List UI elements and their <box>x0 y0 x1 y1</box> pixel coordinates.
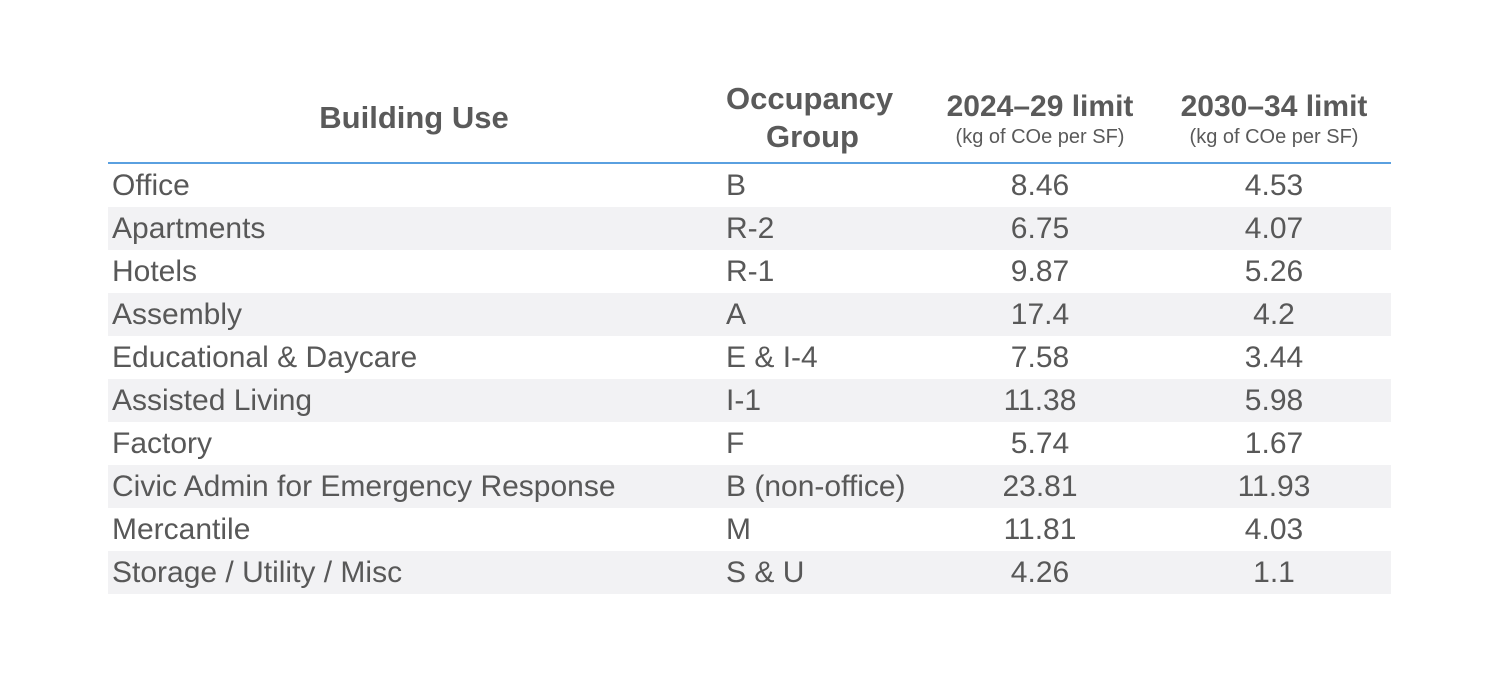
cell-limit-2024: 11.38 <box>923 379 1157 422</box>
emissions-limits-table: Building Use Occupancy Group 2024–29 lim… <box>108 74 1391 594</box>
table-header: Building Use Occupancy Group 2024–29 lim… <box>108 74 1391 164</box>
cell-building-use: Mercantile <box>112 512 251 546</box>
header-limit-2024-unit: (kg of COe per SF) <box>955 126 1125 148</box>
cell-occupancy-group: B <box>726 168 747 202</box>
cell-limit-2030: 5.26 <box>1244 254 1304 288</box>
table-body: Office B 8.46 4.53 Apartments R-2 6.75 4… <box>108 163 1391 594</box>
cell-limit-2024: 9.87 <box>1010 254 1070 288</box>
table-row: Assisted Living I-1 11.38 5.98 <box>108 379 1391 422</box>
header-limit-2030: 2030–34 limit (kg of COe per SF) <box>1157 74 1391 164</box>
cell-limit-2030: 4.2 <box>1157 293 1391 336</box>
cell-limit-2030: 4.53 <box>1244 168 1304 202</box>
header-limit-2024: 2024–29 limit (kg of COe per SF) <box>923 74 1157 164</box>
table-row: Factory F 5.74 1.67 <box>108 422 1391 465</box>
cell-occupancy-group: R-2 <box>720 207 923 250</box>
table-row: Hotels R-1 9.87 5.26 <box>108 250 1391 293</box>
cell-limit-2030: 1.67 <box>1244 426 1304 460</box>
cell-limit-2024: 5.74 <box>1010 426 1070 460</box>
header-limit-2024-label: 2024–29 limit <box>946 90 1134 123</box>
cell-building-use: Factory <box>112 426 213 460</box>
table-row: Storage / Utility / Misc S & U 4.26 1.1 <box>108 551 1391 594</box>
cell-limit-2024: 17.4 <box>923 293 1157 336</box>
cell-limit-2024: 7.58 <box>1010 340 1070 374</box>
cell-building-use: Civic Admin for Emergency Response <box>108 465 720 508</box>
table-row: Office B 8.46 4.53 <box>108 163 1391 207</box>
cell-occupancy-group: F <box>726 426 745 460</box>
header-row: Building Use Occupancy Group 2024–29 lim… <box>108 74 1391 164</box>
cell-limit-2030: 1.1 <box>1157 551 1391 594</box>
cell-building-use: Apartments <box>108 207 720 250</box>
cell-occupancy-group: E & I-4 <box>726 340 818 374</box>
header-limit-2030-unit: (kg of COe per SF) <box>1189 126 1359 148</box>
cell-limit-2030: 3.44 <box>1244 340 1304 374</box>
header-occupancy-line1: Occupancy <box>726 81 894 116</box>
table-row: Civic Admin for Emergency Response B (no… <box>108 465 1391 508</box>
cell-occupancy-group: A <box>720 293 923 336</box>
cell-building-use: Educational & Daycare <box>112 340 418 374</box>
header-occupancy-group: Occupancy Group <box>720 74 923 164</box>
cell-limit-2024: 4.26 <box>923 551 1157 594</box>
table-row: Mercantile M 11.81 4.03 <box>108 508 1391 551</box>
header-building-use-label: Building Use <box>319 100 509 135</box>
table-row: Assembly A 17.4 4.2 <box>108 293 1391 336</box>
cell-building-use: Storage / Utility / Misc <box>108 551 720 594</box>
header-limit-2030-label: 2030–34 limit <box>1180 90 1368 123</box>
cell-limit-2030: 4.03 <box>1244 512 1304 546</box>
cell-limit-2024: 8.46 <box>1010 168 1070 202</box>
table-row: Apartments R-2 6.75 4.07 <box>108 207 1391 250</box>
cell-limit-2030: 11.93 <box>1157 465 1391 508</box>
cell-building-use: Hotels <box>112 254 198 288</box>
cell-occupancy-group: R-1 <box>726 254 775 288</box>
cell-building-use: Assembly <box>108 293 720 336</box>
table-row: Educational & Daycare E & I-4 7.58 3.44 <box>108 336 1391 379</box>
cell-occupancy-group: I-1 <box>720 379 923 422</box>
cell-building-use: Office <box>112 168 190 202</box>
emissions-limits-table-container: Building Use Occupancy Group 2024–29 lim… <box>108 74 1391 594</box>
cell-occupancy-group: S & U <box>720 551 923 594</box>
header-building-use: Building Use <box>108 74 720 164</box>
header-occupancy-line2: Group <box>766 119 859 154</box>
cell-limit-2024: 23.81 <box>923 465 1157 508</box>
cell-limit-2024: 11.81 <box>1003 512 1077 546</box>
cell-limit-2024: 6.75 <box>923 207 1157 250</box>
cell-limit-2030: 5.98 <box>1157 379 1391 422</box>
cell-occupancy-group: B (non-office) <box>720 465 923 508</box>
cell-building-use: Assisted Living <box>108 379 720 422</box>
cell-limit-2030: 4.07 <box>1157 207 1391 250</box>
cell-occupancy-group: M <box>726 512 751 546</box>
